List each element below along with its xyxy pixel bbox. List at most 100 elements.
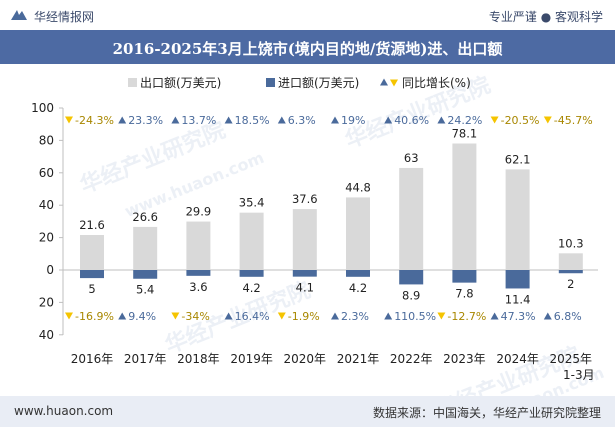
import-yoy-icon [171,312,180,320]
y-tick-label: 0 [46,263,54,277]
import-yoy-label: -12.7% [447,310,486,323]
import-yoy-icon [543,312,552,320]
export-value-label: 44.8 [345,180,371,194]
import-value-label: 11.4 [505,292,531,306]
export-yoy-label: 23.3% [128,114,163,127]
import-bar [452,270,477,283]
export-bar [133,226,158,270]
x-tick-label: 2018年 [177,352,220,366]
import-value-label: 5 [88,282,95,296]
export-yoy-label: -20.5% [501,114,540,127]
export-value-label: 35.4 [239,196,265,210]
export-value-label: 78.1 [452,126,478,140]
x-tick-label: 2020年 [284,352,327,366]
footer-bar: www.huaon.com 数据来源：中国海关，华经产业研究院整理 [0,396,615,427]
x-tick-label: 2017年 [124,352,167,366]
y-tick-label: 40 [39,328,54,342]
export-yoy-icon [490,116,499,124]
import-yoy-label: 47.3% [501,310,536,323]
export-value-label: 63 [404,151,419,165]
export-yoy-icon [65,116,73,124]
import-yoy-icon [118,312,127,320]
legend-growth-label: 同比增长(%) [402,76,471,90]
export-yoy-icon [277,116,286,124]
y-tick-label: 80 [39,133,54,147]
export-yoy-label: 6.3% [288,114,316,127]
import-yoy-label: -34% [181,310,209,323]
import-bar [399,270,424,285]
export-yoy-icon [543,116,552,124]
brand-slogan: 专业严谨 ● 客观科学 [488,10,603,24]
import-bar [558,270,583,274]
export-yoy-icon [437,116,446,124]
export-bar [186,221,211,270]
y-tick-label: 20 [39,295,54,309]
export-yoy-label: 19% [341,114,365,127]
export-bar [292,209,317,270]
export-yoy-label: -24.3% [75,114,114,127]
import-bar [292,270,317,277]
export-value-label: 26.6 [132,210,158,224]
x-tick-label-sub: 1-3月 [563,368,595,382]
import-bar [133,270,158,279]
export-value-label: 10.3 [558,236,584,250]
import-yoy-label: -16.9% [75,310,114,323]
y-tick-label: 100 [31,101,54,115]
export-yoy-icon [331,116,339,124]
title-bar: 2016-2025年3月上饶市(境内目的地/货源地)进、出口额 [0,30,615,64]
export-bar [505,169,530,270]
export-yoy-label: 13.7% [181,114,216,127]
export-yoy-label: 40.6% [394,114,429,127]
y-tick-label: 60 [39,166,54,180]
export-bar [452,143,477,270]
import-value-label: 3.6 [189,280,207,294]
export-bar [346,197,370,270]
export-bar [80,235,104,270]
import-yoy-label: 16.4% [235,310,270,323]
import-bar [80,270,104,279]
import-bar [505,270,530,289]
import-bar [186,270,211,276]
import-value-label: 7.8 [455,287,473,301]
import-value-label: 4.2 [242,281,260,295]
export-yoy-icon [171,116,180,124]
import-yoy-label: 2.3% [341,310,369,323]
import-yoy-label: -1.9% [288,310,320,323]
import-yoy-icon [277,312,286,320]
export-value-label: 29.9 [186,205,212,219]
export-yoy-icon [118,116,127,124]
legend-export-label: 出口额(万美元) [140,76,221,90]
legend-import-label: 进口额(万美元) [278,76,359,90]
x-tick-label: 2021年 [337,352,380,366]
bar-chart: 出口额(万美元) 进口额(万美元) 同比增长(%) 100 80 60 40 20 0 20 40 2… [31,76,598,382]
import-bar [346,270,370,277]
import-yoy-label: 6.8% [554,310,582,323]
export-value-label: 21.6 [79,218,105,232]
import-yoy-icon [490,312,499,320]
export-yoy-icon [384,116,393,124]
import-yoy-icon [331,312,339,320]
import-value-label: 5.4 [136,283,154,297]
export-yoy-label: 24.2% [447,114,482,127]
export-value-label: 62.1 [505,152,531,166]
import-yoy-icon [224,312,233,320]
website-link[interactable]: www.huaon.com [14,404,114,418]
y-tick-label: 40 [39,198,54,212]
import-value-label: 2 [567,277,574,291]
x-tick-label: 2024年 [496,352,539,366]
export-bar [239,212,264,270]
x-tick-label: 2025年 [550,352,593,366]
top-bar: 华经情报网 专业严谨 ● 客观科学 [0,0,615,30]
x-tick-label: 2022年 [390,352,433,366]
export-value-label: 37.6 [292,192,318,206]
import-yoy-icon [437,312,446,320]
import-yoy-icon [384,312,393,320]
import-bar [239,270,264,277]
export-yoy-label: 18.5% [235,114,270,127]
x-tick-label: 2023年 [443,352,486,366]
legend-export-swatch [128,78,137,87]
chart-title: 2016-2025年3月上饶市(境内目的地/货源地)进、出口额 [112,40,503,58]
x-tick-label: 2016年 [71,352,114,366]
export-bar [399,167,424,270]
import-value-label: 8.9 [402,288,420,302]
